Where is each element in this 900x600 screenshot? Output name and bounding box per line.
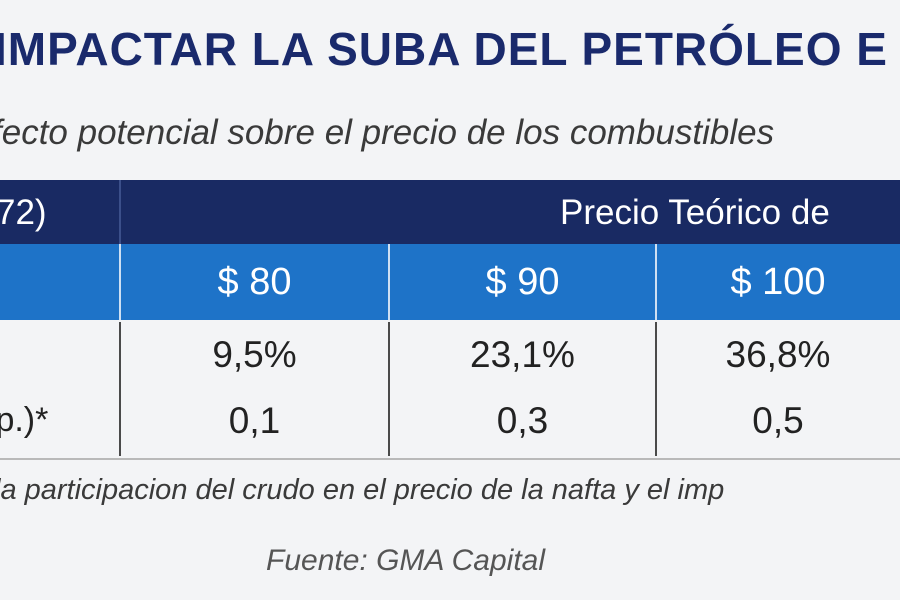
column-divider bbox=[119, 322, 121, 456]
row-value: 0,3 bbox=[496, 399, 549, 441]
footnote: la participacion del crudo en el precio … bbox=[0, 474, 725, 506]
row-value: 23,1% bbox=[470, 333, 575, 375]
row-value: 36,8% bbox=[725, 333, 831, 375]
price-header-90: $ 90 bbox=[485, 261, 560, 303]
price-header-100: $ 100 bbox=[730, 261, 826, 303]
table-price-row bbox=[0, 244, 900, 320]
price-header-80: $ 80 bbox=[217, 261, 292, 303]
page-title: IMPACTAR LA SUBA DEL PETRÓLEO E bbox=[0, 23, 888, 75]
table-header-row bbox=[0, 180, 900, 244]
column-divider bbox=[119, 180, 121, 244]
source-credit: Fuente: GMA Capital bbox=[266, 544, 546, 577]
column-divider bbox=[655, 322, 657, 456]
table-bottom-rule bbox=[0, 458, 900, 460]
row-value: 0,5 bbox=[752, 399, 804, 441]
header-main-label: Precio Teórico de bbox=[560, 192, 830, 232]
row-value: 9,5% bbox=[212, 333, 297, 375]
column-divider bbox=[388, 322, 390, 456]
header-left-label: 72) bbox=[0, 192, 47, 232]
page-subtitle: fecto potencial sobre el precio de los c… bbox=[0, 113, 775, 152]
row-label: .p.)* bbox=[0, 401, 49, 439]
column-divider bbox=[119, 244, 121, 320]
column-divider bbox=[388, 244, 390, 320]
column-divider bbox=[655, 244, 657, 320]
row-value: 0,1 bbox=[228, 399, 281, 441]
